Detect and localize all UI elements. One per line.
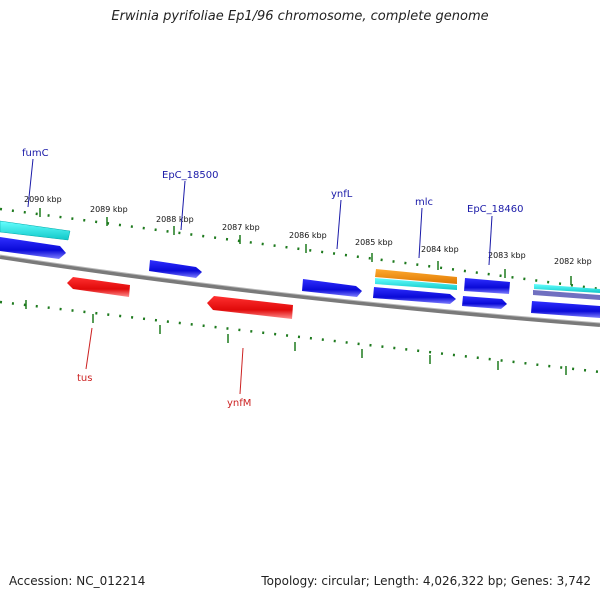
kbp-label: 2085 kbp [355, 238, 393, 247]
kbp-label: 2088 kbp [156, 215, 194, 224]
reverse-genes [67, 277, 293, 319]
gene-blue-left[interactable] [0, 237, 66, 259]
gene-cyan-right[interactable] [534, 284, 600, 293]
gene-mlc-orange[interactable] [375, 269, 457, 284]
kbp-label: 2082 kbp [554, 257, 592, 266]
gene-label-EpC_18500[interactable]: EpC_18500 [162, 170, 218, 181]
gene-mlc-cyan[interactable] [375, 278, 457, 290]
gene-mlc-blue[interactable] [373, 287, 456, 304]
gene-label-ynfM[interactable]: ynfM [227, 398, 251, 409]
gene-label-tus[interactable]: tus [77, 373, 92, 384]
gene-label-EpC_18460[interactable]: EpC_18460 [467, 204, 523, 215]
map-title: Erwinia pyrifoliae Ep1/96 chromosome, co… [111, 9, 489, 24]
gene-EpC_18500[interactable] [149, 260, 202, 278]
forward-genes [0, 220, 600, 318]
gene-fumC[interactable] [0, 220, 71, 241]
reverse-labels: tus ynfM [77, 327, 251, 409]
chromosome-backbone [0, 254, 600, 327]
gene-blue-small[interactable] [462, 296, 507, 309]
gene-blue-right[interactable] [531, 301, 600, 318]
gene-tus[interactable] [67, 277, 130, 297]
accession-text: Accession: NC_012214 [9, 574, 146, 588]
inner-major-ticks [25, 300, 567, 375]
kbp-label: 2083 kbp [488, 251, 526, 260]
outer-major-ticks [39, 208, 572, 285]
gene-label-mlc[interactable]: mlc [415, 197, 433, 208]
kbp-label: 2089 kbp [90, 205, 128, 214]
forward-labels: fumC EpC_18500 ynfL mlc EpC_18460 [22, 148, 523, 266]
gene-EpC_18460[interactable] [464, 278, 510, 294]
gene-ynfL[interactable] [302, 279, 362, 297]
gene-label-ynfL[interactable]: ynfL [331, 189, 353, 200]
kbp-label: 2087 kbp [222, 223, 260, 232]
gene-purple-right[interactable] [533, 290, 600, 300]
outer-ruler: 2090 kbp 2089 kbp 2088 kbp 2087 kbp 2086… [0, 195, 600, 291]
gene-ynfM[interactable] [207, 296, 293, 319]
gene-label-fumC[interactable]: fumC [22, 148, 49, 159]
kbp-label: 2086 kbp [289, 231, 327, 240]
genome-summary-text: Topology: circular; Length: 4,026,322 bp… [261, 574, 591, 588]
inner-ruler [0, 300, 600, 375]
kbp-label: 2090 kbp [24, 195, 62, 204]
kbp-label: 2084 kbp [421, 245, 459, 254]
